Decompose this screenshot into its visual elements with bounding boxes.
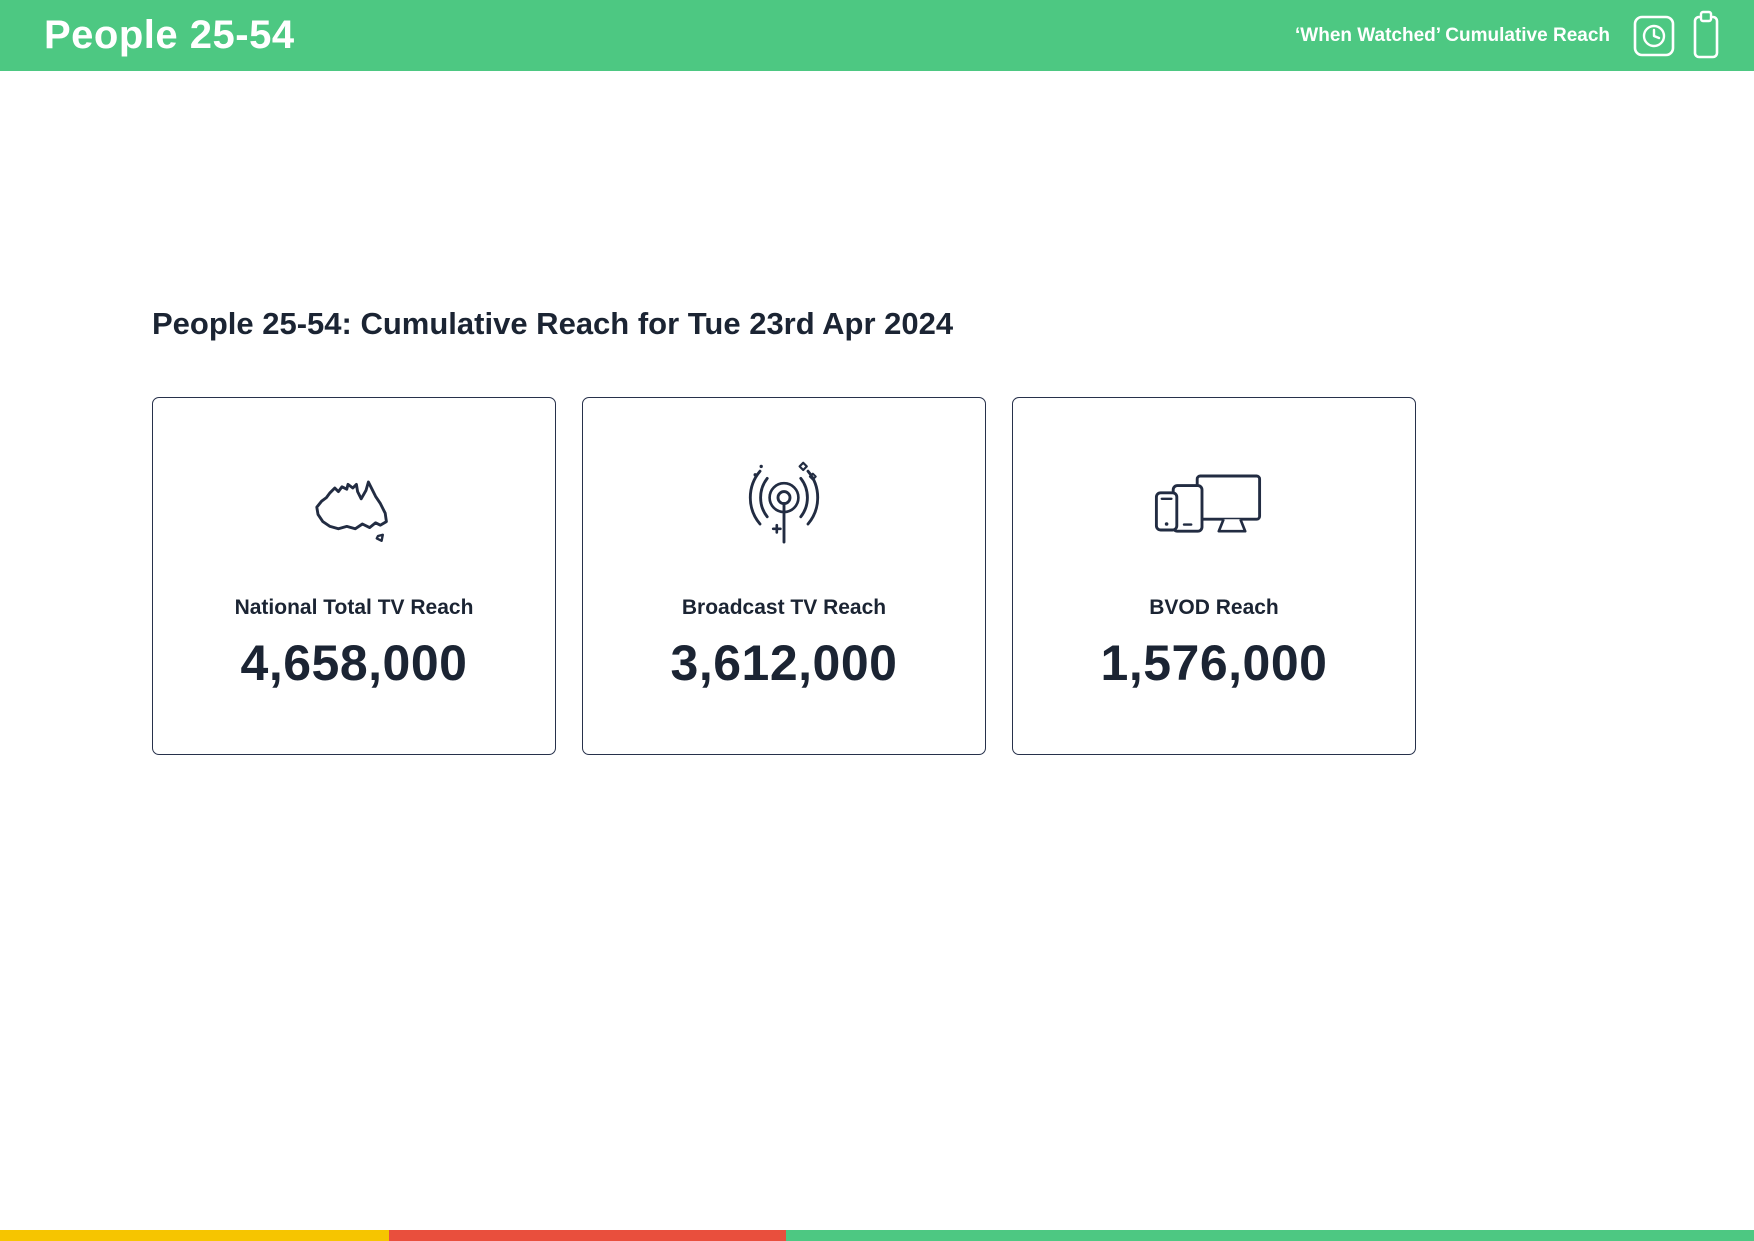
page-title: People 25-54 xyxy=(44,13,295,57)
kpi-label: National Total TV Reach xyxy=(234,596,474,619)
kpi-card-national-total-tv: National Total TV Reach 4,658,000 xyxy=(152,397,556,755)
clock-icon[interactable] xyxy=(1632,14,1676,58)
kpi-value: 1,576,000 xyxy=(1100,635,1328,691)
kpi-card-broadcast-tv: Broadcast TV Reach 3,612,000 xyxy=(582,397,986,755)
kpi-cards-row: National Total TV Reach 4,658,000 Broadc… xyxy=(152,397,1754,755)
footer-segment-green xyxy=(785,1230,1754,1241)
kpi-value: 3,612,000 xyxy=(670,635,898,691)
header-right-group: ‘When Watched’ Cumulative Reach xyxy=(1295,10,1720,62)
clipboard-icon[interactable] xyxy=(1692,10,1720,62)
footer-segment-red xyxy=(389,1230,786,1241)
footer-color-strip xyxy=(0,1230,1754,1241)
kpi-card-bvod: BVOD Reach 1,576,000 xyxy=(1012,397,1416,755)
kpi-label: Broadcast TV Reach xyxy=(681,596,887,619)
report-heading: People 25-54: Cumulative Reach for Tue 2… xyxy=(152,306,954,341)
australia-map-icon xyxy=(315,480,388,542)
footer-segment-yellow xyxy=(0,1230,390,1241)
header-subtitle: ‘When Watched’ Cumulative Reach xyxy=(1295,24,1610,46)
broadcast-antenna-icon xyxy=(748,461,820,544)
devices-icon xyxy=(1154,474,1262,533)
main-content: People 25-54: Cumulative Reach for Tue 2… xyxy=(0,71,1754,755)
kpi-label: BVOD Reach xyxy=(1149,596,1279,619)
header-bar: People 25-54 ‘When Watched’ Cumulative R… xyxy=(0,0,1754,71)
kpi-value: 4,658,000 xyxy=(240,635,468,691)
